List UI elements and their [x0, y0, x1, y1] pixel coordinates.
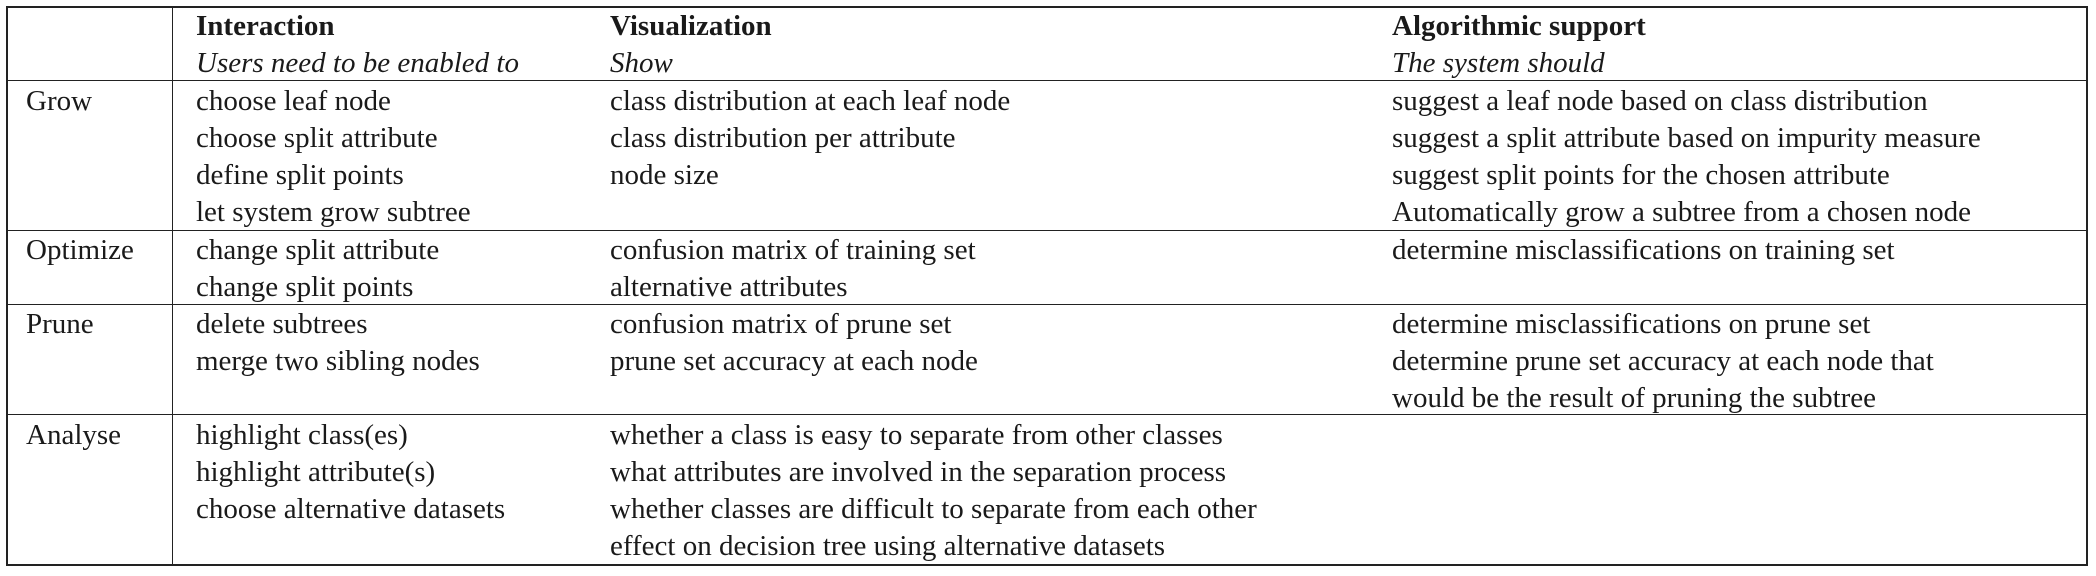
grow-visualization-cell: class distribution at each leaf node cla…	[610, 83, 1010, 194]
list-item: would be the result of pruning the subtr…	[1392, 382, 1877, 414]
analyse-visualization-cell: whether a class is easy to separate from…	[610, 417, 1257, 565]
list-item: merge two sibling nodes	[196, 345, 480, 377]
optimize-algorithmic-cell: determine misclassifications on training…	[1392, 232, 1895, 269]
list-item: let system grow subtree	[196, 196, 471, 228]
list-item: choose leaf node	[196, 85, 391, 117]
phase-label-grow: Grow	[26, 83, 92, 120]
list-item: whether classes are difficult to separat…	[610, 493, 1257, 525]
optimize-visualization-cell: confusion matrix of training set alterna…	[610, 232, 976, 306]
list-item: confusion matrix of training set	[610, 234, 976, 266]
list-item: confusion matrix of prune set	[610, 308, 952, 340]
phase-label-analyse: Analyse	[26, 417, 121, 454]
prune-interaction-cell: delete subtrees merge two sibling nodes	[196, 306, 480, 380]
header-visualization-subtitle: Show	[610, 47, 673, 79]
list-item: determine misclassifications on prune se…	[1392, 308, 1871, 340]
grow-algorithmic-cell: suggest a leaf node based on class distr…	[1392, 83, 1981, 231]
column-divider-phase	[172, 8, 173, 564]
header-interaction-subtitle: Users need to be enabled to	[196, 47, 519, 79]
row-divider-header	[8, 80, 2086, 81]
header-visualization-title: Visualization	[610, 10, 772, 42]
list-item: whether a class is easy to separate from…	[610, 419, 1223, 451]
list-item: suggest split points for the chosen attr…	[1392, 159, 1890, 191]
list-item: choose split attribute	[196, 122, 438, 154]
design-table: Interaction Users need to be enabled to …	[6, 6, 2088, 566]
list-item: highlight class(es)	[196, 419, 408, 451]
row-divider-grow	[8, 230, 2086, 231]
phase-label-prune: Prune	[26, 306, 94, 343]
header-algorithmic-subtitle: The system should	[1392, 47, 1605, 79]
list-item: change split attribute	[196, 234, 440, 266]
prune-visualization-cell: confusion matrix of prune set prune set …	[610, 306, 978, 380]
optimize-interaction-cell: change split attribute change split poin…	[196, 232, 439, 306]
list-item: determine prune set accuracy at each nod…	[1392, 345, 1934, 377]
list-item: what attributes are involved in the sepa…	[610, 456, 1227, 488]
prune-algorithmic-cell: determine misclassifications on prune se…	[1392, 306, 1934, 417]
list-item: change split points	[196, 271, 414, 303]
list-item: highlight attribute(s)	[196, 456, 436, 488]
list-item: class distribution per attribute	[610, 122, 956, 154]
phase-text: Analyse	[26, 419, 122, 451]
phase-text: Prune	[26, 308, 94, 340]
list-item: class distribution at each leaf node	[610, 85, 1011, 117]
list-item: define split points	[196, 159, 404, 191]
header-visualization: Visualization Show	[610, 8, 772, 82]
row-divider-prune	[8, 414, 2086, 415]
list-item: alternative attributes	[610, 271, 848, 303]
list-item: determine misclassifications on training…	[1392, 234, 1895, 266]
header-algorithmic-title: Algorithmic support	[1392, 10, 1646, 42]
grow-interaction-cell: choose leaf node choose split attribute …	[196, 83, 471, 231]
list-item: Automatically grow a subtree from a chos…	[1392, 196, 1972, 228]
list-item: suggest a leaf node based on class distr…	[1392, 85, 1928, 117]
header-algorithmic: Algorithmic support The system should	[1392, 8, 1646, 82]
header-interaction: Interaction Users need to be enabled to	[196, 8, 519, 82]
phase-text: Optimize	[26, 234, 134, 266]
analyse-interaction-cell: highlight class(es) highlight attribute(…	[196, 417, 505, 528]
list-item: node size	[610, 159, 719, 191]
list-item: effect on decision tree using alternativ…	[610, 530, 1166, 562]
list-item: suggest a split attribute based on impur…	[1392, 122, 1981, 154]
row-divider-optimize	[8, 304, 2086, 305]
list-item: choose alternative datasets	[196, 493, 506, 525]
list-item: prune set accuracy at each node	[610, 345, 978, 377]
phase-text: Grow	[26, 85, 93, 117]
list-item: delete subtrees	[196, 308, 368, 340]
header-interaction-title: Interaction	[196, 10, 335, 42]
phase-label-optimize: Optimize	[26, 232, 134, 269]
